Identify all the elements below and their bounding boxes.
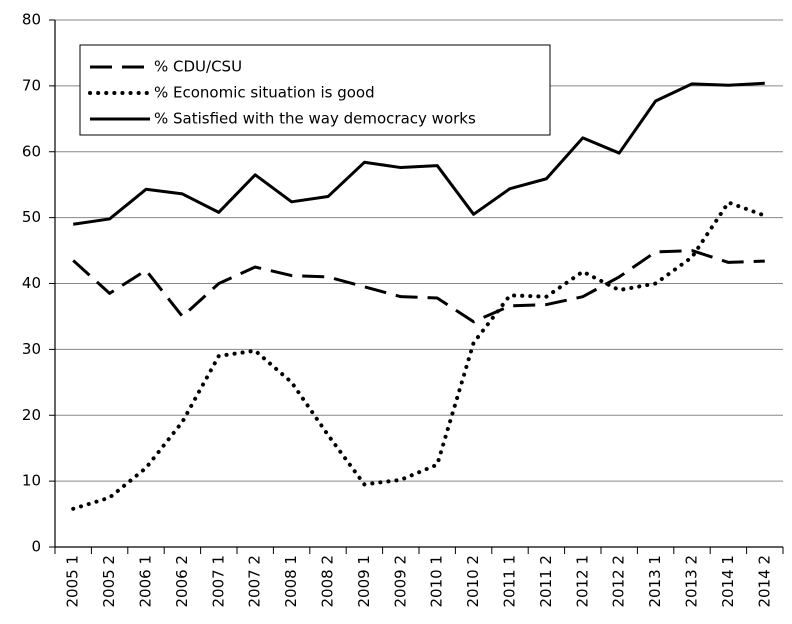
y-tick-label: 60 <box>22 142 41 160</box>
legend-label: % Economic situation is good <box>154 84 375 102</box>
y-tick-label: 10 <box>22 472 41 490</box>
x-tick-label: 2008 2 <box>319 555 337 608</box>
x-tick-label: 2006 2 <box>173 555 191 608</box>
y-tick-label: 50 <box>22 208 41 226</box>
x-tick-label: 2009 2 <box>391 555 409 608</box>
legend-label: % Satisfied with the way democracy works <box>154 110 476 128</box>
legend-box <box>79 44 551 136</box>
x-tick-label: 2011 2 <box>537 555 555 608</box>
x-tick-label: 2013 2 <box>683 555 701 608</box>
y-tick-label: 0 <box>31 538 41 556</box>
x-tick-label: 2007 1 <box>209 555 227 608</box>
series-line <box>72 81 765 226</box>
x-tick-label: 2006 1 <box>137 555 155 608</box>
y-tick-label: 80 <box>22 11 41 29</box>
series-line <box>72 249 765 324</box>
x-tick-label: 2011 1 <box>501 555 519 608</box>
x-tick-label: 2009 1 <box>355 555 373 608</box>
x-tick-label: 2010 1 <box>428 555 446 608</box>
x-tick-label: 2008 1 <box>282 555 300 608</box>
legend-label: % CDU/CSU <box>154 58 242 76</box>
series-line <box>71 200 767 511</box>
y-tick-label: 70 <box>22 76 41 94</box>
y-tick-label: 20 <box>22 406 41 424</box>
x-tick-label: 2005 2 <box>100 555 118 608</box>
x-tick-label: 2014 2 <box>755 555 773 608</box>
x-tick-label: 2013 1 <box>646 555 664 608</box>
x-tick-label: 2012 2 <box>610 555 628 608</box>
y-tick-label: 30 <box>22 340 41 358</box>
x-tick-label: 2005 1 <box>64 555 82 608</box>
y-tick-label: 40 <box>22 274 41 292</box>
x-tick-label: 2007 2 <box>246 555 264 608</box>
x-tick-label: 2012 1 <box>573 555 591 608</box>
x-tick-label: 2010 2 <box>464 555 482 608</box>
x-tick-label: 2014 1 <box>719 555 737 608</box>
